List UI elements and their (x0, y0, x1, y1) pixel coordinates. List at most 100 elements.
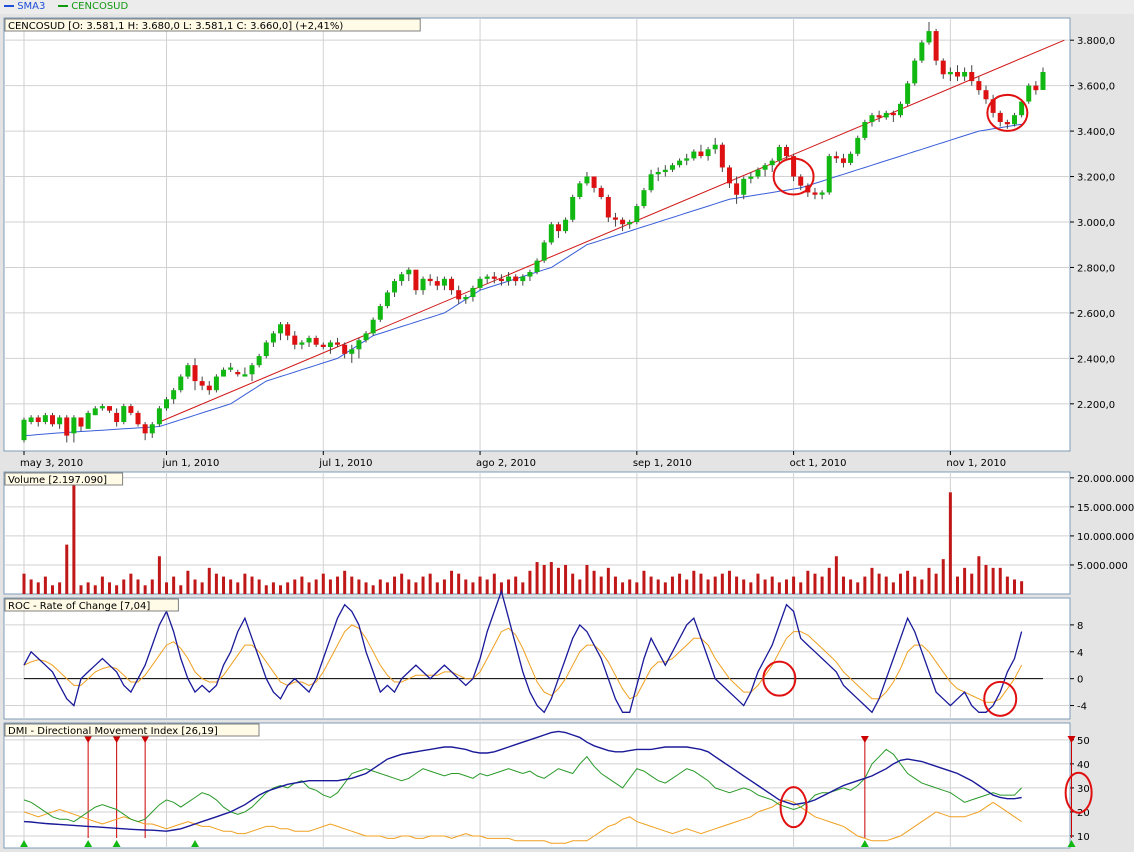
volume-bar (906, 570, 910, 594)
volume-bar (58, 582, 62, 594)
price-highlight-circle (986, 93, 1029, 132)
volume-bar (784, 579, 788, 594)
volume-bar (115, 585, 119, 594)
trend-line (159, 39, 1065, 423)
volume-bar (36, 582, 40, 594)
candle-body (57, 417, 63, 425)
candle-body (698, 151, 704, 157)
volume-bar (464, 579, 468, 594)
volume-bar (193, 579, 197, 594)
volume-bar (670, 576, 674, 594)
candle-body (990, 99, 996, 113)
price-y-axis-label: 3.800,0 (1077, 36, 1115, 47)
volume-bar (699, 573, 703, 594)
dmi-title-box (4, 723, 260, 737)
candle-body (221, 369, 227, 377)
volume-y-axis-label: 20.000.000 (1077, 474, 1134, 485)
candle-body (256, 356, 262, 366)
volume-bar (43, 576, 47, 594)
candle-body (1011, 115, 1017, 125)
candle-body (912, 60, 918, 84)
candle-body (712, 144, 718, 150)
volume-bar (1005, 576, 1009, 594)
volume-title-box (4, 472, 124, 486)
legend-stock[interactable]: CENCOSUD (58, 1, 128, 12)
volume-bar (934, 573, 938, 594)
volume-bar (727, 570, 731, 594)
candle-body (926, 31, 932, 43)
x-axis-label: may 3, 2010 (20, 458, 83, 469)
candle-body (292, 335, 298, 345)
volume-bar (108, 582, 112, 594)
buy-marker-icon (84, 840, 93, 847)
dmi-y-axis-label: 40 (1077, 760, 1090, 771)
candle-body (734, 183, 740, 195)
roc-panel (3, 597, 1071, 720)
candle-body (783, 147, 789, 157)
dmi-plus-line (23, 748, 1022, 823)
x-axis-label: oct 1, 2010 (790, 458, 847, 469)
candle-body (28, 417, 34, 422)
volume-bar (421, 576, 425, 594)
volume-y-axis-label: 10.000.000 (1077, 532, 1134, 543)
volume-bar (606, 567, 610, 594)
candle-body (940, 60, 946, 75)
legend-sma[interactable]: SMA3 (4, 1, 45, 12)
volume-bar (271, 582, 275, 594)
volume-bar (763, 579, 767, 594)
buy-marker-icon (112, 840, 121, 847)
candle-body (833, 156, 839, 159)
volume-bar (535, 562, 539, 594)
candle-body (285, 324, 291, 336)
volume-bar (735, 576, 739, 594)
candle-body (748, 176, 754, 179)
candle-body (313, 337, 319, 345)
volume-bar (955, 576, 959, 594)
volume-bar (571, 573, 575, 594)
candle-body (755, 169, 761, 177)
sell-marker-icon (112, 736, 121, 743)
roc-y-axis-label: -4 (1077, 702, 1087, 713)
volume-bar (207, 567, 211, 594)
candle-body (213, 376, 219, 391)
candle-body (171, 390, 177, 400)
candle-body (128, 406, 134, 413)
volume-bar (549, 562, 553, 594)
volume-bar (300, 576, 304, 594)
volume-bar (927, 567, 931, 594)
dmi-y-axis-label: 10 (1077, 832, 1090, 843)
candle-body (384, 292, 390, 307)
adx-line (23, 730, 1022, 832)
volume-bar (478, 576, 482, 594)
volume-bar (770, 576, 774, 594)
dmi-y-axis-label: 30 (1077, 784, 1090, 795)
volume-bar (628, 579, 632, 594)
candle-body (370, 319, 376, 334)
candle-body (406, 269, 412, 275)
roc-y-axis-label: 0 (1077, 675, 1083, 686)
volume-bar (343, 570, 347, 594)
volume-bar (22, 573, 26, 594)
roc-y-axis-label: 4 (1077, 648, 1083, 659)
volume-bar (457, 573, 461, 594)
candle-body (855, 137, 861, 154)
candle-body (897, 103, 903, 116)
volume-bar (364, 582, 368, 594)
volume-bar (706, 579, 710, 594)
candle-body (555, 224, 561, 232)
candle-body (627, 222, 633, 225)
volume-bar (613, 576, 617, 594)
candle-body (335, 342, 341, 345)
volume-bar (129, 573, 133, 594)
candle-body (648, 174, 654, 191)
candle-body (349, 349, 355, 354)
volume-bar (172, 576, 176, 594)
candle-body (192, 365, 198, 382)
sell-marker-icon (141, 736, 150, 743)
volume-y-axis-label: 5.000.000 (1077, 561, 1128, 572)
candle-body (798, 176, 804, 186)
volume-bar (521, 582, 525, 594)
volume-bar (663, 582, 667, 594)
candle-body (997, 112, 1003, 122)
volume-bar (450, 570, 454, 594)
